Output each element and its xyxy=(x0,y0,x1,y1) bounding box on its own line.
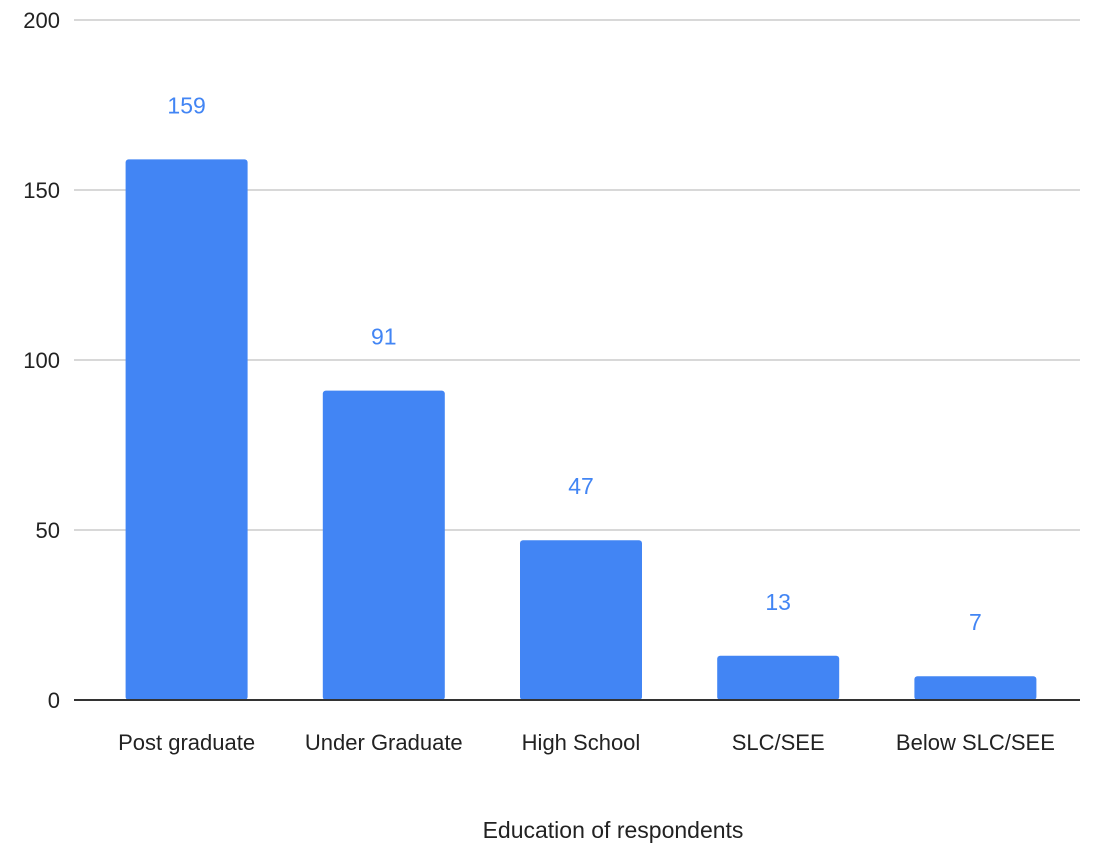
x-category-label: SLC/SEE xyxy=(732,730,825,755)
y-tick-label: 0 xyxy=(48,688,60,713)
x-axis-categories: Post graduate Under Graduate High School SL… xyxy=(118,730,1055,755)
bar xyxy=(914,676,1037,700)
x-axis-title: Education of respondents xyxy=(483,817,744,843)
bar-value-label: 91 xyxy=(371,324,397,350)
bar-value-label: 7 xyxy=(969,609,982,635)
bar xyxy=(717,655,840,700)
bars xyxy=(125,159,1037,700)
x-category-label: Below SLC/SEE xyxy=(896,730,1055,755)
y-tick-label: 200 xyxy=(23,8,60,33)
bar xyxy=(520,540,642,700)
x-category-label: Under Graduate xyxy=(305,730,463,755)
bar-value-label: 47 xyxy=(568,473,594,499)
y-tick-label: 150 xyxy=(23,178,60,203)
x-category-label: High School xyxy=(522,730,641,755)
y-axis-ticks: 0 50 100 150 200 xyxy=(23,8,60,713)
bar xyxy=(322,390,445,700)
data-labels: 159 91 47 13 7 xyxy=(167,92,981,635)
bar-value-label: 13 xyxy=(765,589,791,615)
y-tick-label: 50 xyxy=(36,518,60,543)
bar xyxy=(125,159,248,700)
bar-value-label: 159 xyxy=(167,92,205,118)
y-tick-label: 100 xyxy=(23,348,60,373)
x-category-label: Post graduate xyxy=(118,730,255,755)
